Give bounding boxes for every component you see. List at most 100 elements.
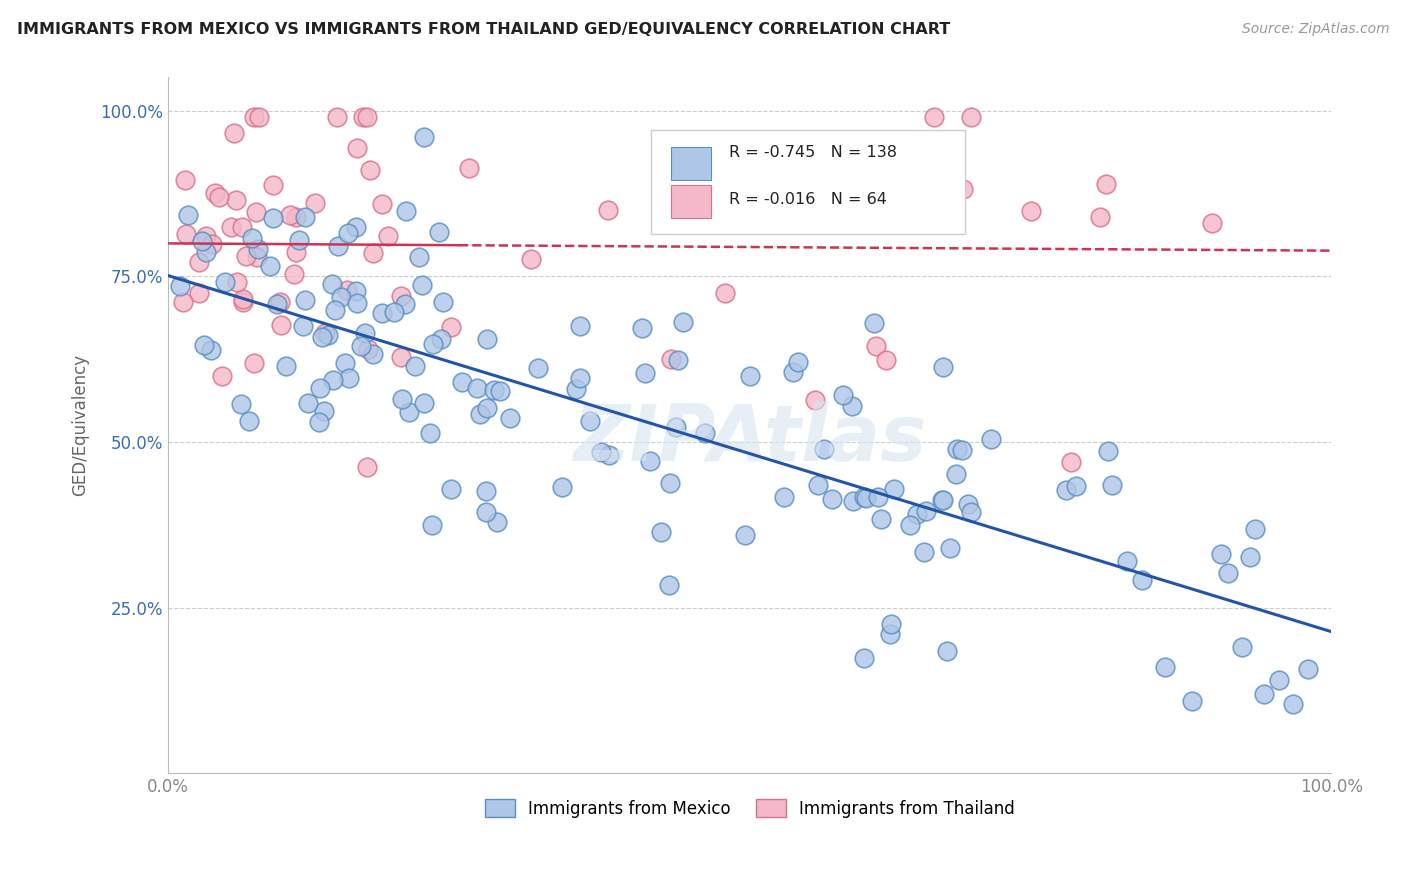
Point [853,490,876,504]
Point [285,245,308,260]
Point [931,492,953,507]
Point [201,237,224,252]
Legend: Immigrants from Mexico, Immigrants from Thailand: Immigrants from Mexico, Immigrants from … [478,793,1022,824]
Point [304,196,326,211]
Point [1230,640,1253,654]
Point [932,359,955,374]
Point [959,110,981,124]
Point [853,651,876,665]
Point [868,490,890,504]
Point [231,219,253,234]
Point [803,393,825,408]
Point [419,426,441,441]
Point [842,494,865,508]
Point [824,149,846,163]
Point [211,368,233,383]
Point [187,286,209,301]
Point [550,480,572,494]
Point [346,141,368,155]
Text: Source: ZipAtlas.com: Source: ZipAtlas.com [1241,22,1389,37]
Point [1095,177,1118,191]
Point [413,130,436,145]
Point [905,508,928,522]
Point [326,110,349,124]
Point [321,277,343,291]
FancyBboxPatch shape [671,147,711,180]
Point [394,203,416,218]
Point [1216,566,1239,580]
Point [821,491,844,506]
Point [357,343,380,357]
Point [1181,694,1204,708]
Point [813,442,835,456]
Point [232,294,254,309]
Point [738,368,761,383]
Point [308,415,330,429]
Point [959,505,981,519]
Point [176,227,198,241]
Point [172,294,194,309]
Point [855,491,877,506]
Point [787,355,810,369]
Point [564,382,586,396]
Point [269,294,291,309]
Point [337,371,360,385]
Point [650,525,672,540]
Point [195,228,218,243]
Point [229,397,252,411]
Point [1201,216,1223,230]
Point [316,328,339,343]
Point [666,352,689,367]
Point [297,396,319,410]
Point [225,275,247,289]
Point [312,404,335,418]
Point [883,482,905,496]
Point [486,515,509,529]
Point [356,110,378,124]
Point [394,296,416,310]
Point [352,110,374,124]
Point [950,442,973,457]
Point [659,476,682,491]
Point [898,518,921,533]
Point [389,289,412,303]
Point [246,242,269,256]
Point [734,528,756,542]
Point [1019,204,1042,219]
Point [412,395,434,409]
Point [188,255,211,269]
Point [329,290,352,304]
Point [262,178,284,192]
Point [1054,483,1077,497]
FancyBboxPatch shape [651,129,965,234]
Point [246,251,269,265]
Point [292,319,315,334]
Point [489,384,512,398]
Point [420,517,443,532]
Point [578,414,600,428]
Point [520,252,543,267]
Point [356,460,378,475]
Point [1130,573,1153,587]
Point [1282,698,1305,712]
Point [194,244,217,259]
Point [870,512,893,526]
Point [631,321,654,335]
Point [235,249,257,263]
Point [482,384,505,398]
Point [222,126,245,140]
Point [432,295,454,310]
Point [173,173,195,187]
Point [470,407,492,421]
Point [979,432,1001,446]
Point [288,233,311,247]
Point [458,161,481,175]
Point [1064,478,1087,492]
Point [243,356,266,370]
Point [952,182,974,196]
Point [664,420,686,434]
Point [782,365,804,379]
Point [308,381,330,395]
Point [598,448,620,462]
Point [693,425,716,440]
